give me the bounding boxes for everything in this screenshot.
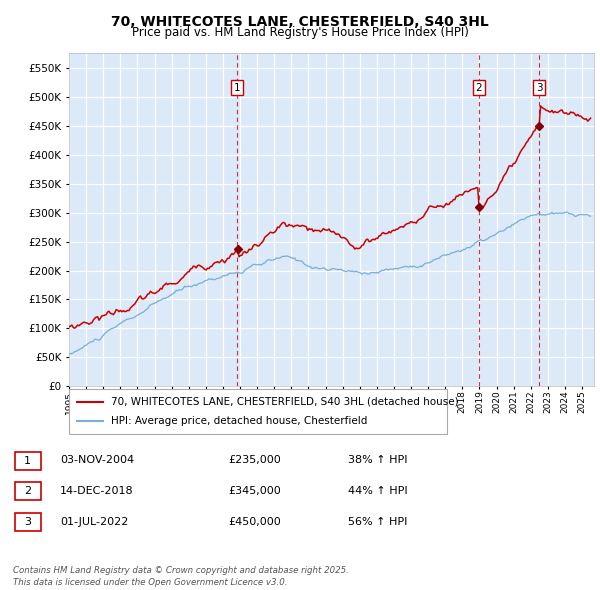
Text: 14-DEC-2018: 14-DEC-2018 (60, 486, 134, 496)
Text: HPI: Average price, detached house, Chesterfield: HPI: Average price, detached house, Ches… (110, 417, 367, 426)
Text: £345,000: £345,000 (228, 486, 281, 496)
Text: £450,000: £450,000 (228, 517, 281, 526)
Text: 44% ↑ HPI: 44% ↑ HPI (348, 486, 407, 496)
Text: 38% ↑ HPI: 38% ↑ HPI (348, 455, 407, 465)
Text: 03-NOV-2004: 03-NOV-2004 (60, 455, 134, 465)
Text: 01-JUL-2022: 01-JUL-2022 (60, 517, 128, 526)
Text: Contains HM Land Registry data © Crown copyright and database right 2025.
This d: Contains HM Land Registry data © Crown c… (13, 566, 349, 587)
Text: £235,000: £235,000 (228, 455, 281, 465)
Text: 3: 3 (536, 83, 542, 93)
Text: 3: 3 (24, 517, 31, 527)
Text: 70, WHITECOTES LANE, CHESTERFIELD, S40 3HL: 70, WHITECOTES LANE, CHESTERFIELD, S40 3… (111, 15, 489, 29)
Text: 1: 1 (234, 83, 241, 93)
Text: 2: 2 (24, 487, 31, 496)
Text: Price paid vs. HM Land Registry's House Price Index (HPI): Price paid vs. HM Land Registry's House … (131, 26, 469, 39)
Text: 56% ↑ HPI: 56% ↑ HPI (348, 517, 407, 526)
Text: 2: 2 (475, 83, 482, 93)
Text: 70, WHITECOTES LANE, CHESTERFIELD, S40 3HL (detached house): 70, WHITECOTES LANE, CHESTERFIELD, S40 3… (110, 397, 458, 407)
Text: 1: 1 (24, 456, 31, 466)
